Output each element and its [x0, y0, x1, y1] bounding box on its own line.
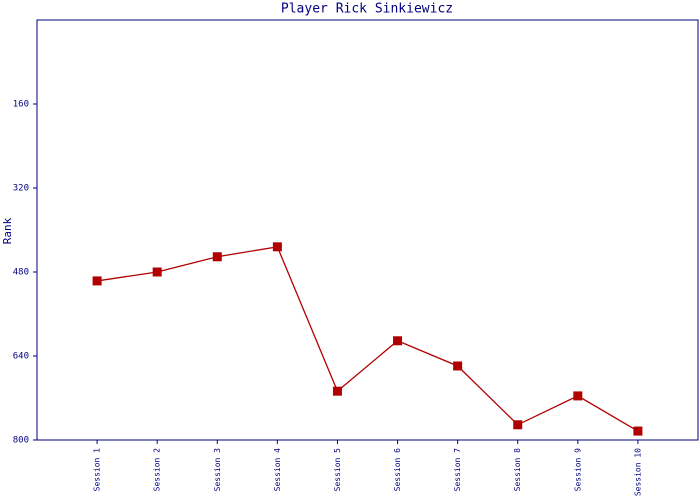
data-point — [152, 267, 162, 277]
x-tick-label: Session 9 — [573, 448, 582, 492]
x-tick-label: Session 10 — [633, 448, 642, 496]
data-point — [92, 276, 102, 286]
x-tick-label: Session 6 — [393, 448, 402, 492]
x-tick-label: Session 7 — [453, 448, 462, 492]
data-point — [272, 242, 282, 252]
y-tick-label: 480 — [13, 268, 29, 278]
y-axis-label: Rank — [1, 217, 14, 244]
y-tick-label: 160 — [13, 100, 29, 110]
data-point — [212, 252, 222, 262]
x-tick-label: Session 5 — [333, 448, 342, 492]
y-tick-label: 320 — [13, 184, 29, 194]
x-tick-label: Session 1 — [93, 448, 102, 492]
data-point — [573, 391, 583, 401]
chart-title: Player Rick Sinkiewicz — [281, 2, 453, 17]
x-tick-label: Session 8 — [513, 448, 522, 492]
y-tick-label: 800 — [13, 436, 29, 446]
plot-frame — [36, 19, 699, 441]
data-point — [332, 386, 342, 396]
data-point — [453, 361, 463, 371]
data-point — [393, 336, 403, 346]
x-tick-label: Session 3 — [213, 448, 222, 492]
data-point — [633, 426, 643, 436]
x-tick-label: Session 2 — [153, 448, 162, 492]
data-point — [513, 420, 523, 430]
y-tick-label: 640 — [13, 352, 29, 362]
x-tick-label: Session 4 — [273, 448, 282, 492]
series-line — [96, 246, 639, 432]
